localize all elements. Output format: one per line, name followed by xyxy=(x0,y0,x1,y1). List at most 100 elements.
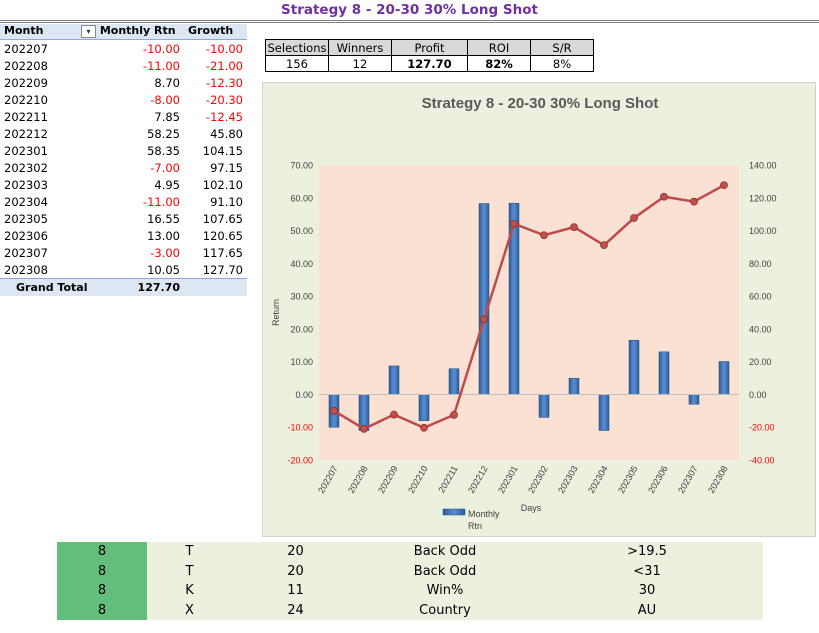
x-tick-label: 202304 xyxy=(586,464,610,495)
monthly-rtn-cell[interactable]: 7.85 xyxy=(154,109,180,124)
monthly-rtn-cell[interactable]: 13.00 xyxy=(147,228,180,243)
month-cell[interactable]: 202210 xyxy=(4,92,48,107)
month-cell[interactable]: 202305 xyxy=(4,211,48,226)
growth-cell[interactable]: 127.70 xyxy=(202,262,243,277)
growth-point xyxy=(630,214,638,222)
criterion-cell[interactable]: Back Odd xyxy=(359,542,531,562)
monthly-rtn-cell[interactable]: 10.05 xyxy=(147,262,180,277)
monthly-rtn-cell[interactable]: 58.25 xyxy=(147,126,180,141)
code-cell[interactable]: K xyxy=(147,581,232,601)
filter-dropdown-icon[interactable]: ▾ xyxy=(81,24,96,38)
growth-point xyxy=(390,410,398,419)
table-row: 202207 -10.00 -10.00 xyxy=(0,40,247,57)
y-tick-label: 40.00 xyxy=(290,259,313,269)
bar xyxy=(688,394,700,405)
criterion-cell[interactable]: Country xyxy=(359,600,531,620)
growth-cell[interactable]: 45.80 xyxy=(210,126,243,141)
growth-point xyxy=(420,423,428,432)
x-tick-label: 202208 xyxy=(346,464,370,495)
sr-header: S/R xyxy=(530,39,594,56)
month-cell[interactable]: 202301 xyxy=(4,143,48,158)
criterion-cell[interactable]: Back Odd xyxy=(359,561,531,581)
monthly-rtn-cell[interactable]: -3.00 xyxy=(150,245,180,260)
y2-tick-label: 100.00 xyxy=(749,226,777,236)
monthly-rtn-cell[interactable]: 58.35 xyxy=(147,143,180,158)
table-row: 202305 16.55 107.65 xyxy=(0,210,247,227)
strategy-id-cell[interactable]: 8 xyxy=(57,561,147,581)
param-cell[interactable]: 20 xyxy=(232,561,359,581)
monthly-rtn-cell[interactable]: 4.95 xyxy=(154,177,180,192)
threshold-cell[interactable]: >19.5 xyxy=(531,542,763,562)
rtn-column-header[interactable]: ▾ Monthly Rtn xyxy=(75,24,182,39)
legend-label: Rtn xyxy=(468,521,482,531)
bar xyxy=(628,339,640,395)
growth-cell[interactable]: 107.65 xyxy=(202,211,243,226)
table-row: 202304 -11.00 91.10 xyxy=(0,193,247,210)
threshold-cell[interactable]: AU xyxy=(531,600,763,620)
growth-line xyxy=(333,184,725,431)
bar xyxy=(718,361,730,395)
growth-point xyxy=(690,197,698,206)
month-cell[interactable]: 202306 xyxy=(4,228,48,243)
pivot-table: Month ▾ Monthly Rtn Growth 202207 -10.00 -… xyxy=(0,24,247,296)
month-cell[interactable]: 202207 xyxy=(4,41,48,56)
title-divider xyxy=(0,20,819,21)
month-cell[interactable]: 202302 xyxy=(4,160,48,175)
strategy-id-cell[interactable]: 8 xyxy=(57,600,147,620)
threshold-cell[interactable]: <31 xyxy=(531,561,763,581)
growth-cell[interactable]: -12.30 xyxy=(205,75,243,90)
y-tick-label: 70.00 xyxy=(290,161,313,171)
growth-point xyxy=(600,241,608,250)
chart-svg: Strategy 8 - 20-30 30% Long Shot 70.00 60.… xyxy=(271,95,777,531)
month-cell[interactable]: 202212 xyxy=(4,126,48,141)
table-row: 202308 10.05 127.70 xyxy=(0,261,247,278)
strategy-chart[interactable]: Strategy 8 - 20-30 30% Long Shot 70.00 60.… xyxy=(262,82,816,537)
month-cell[interactable]: 202208 xyxy=(4,58,48,73)
code-cell[interactable]: X xyxy=(147,600,232,620)
growth-column-header[interactable]: Growth xyxy=(188,24,234,37)
criterion-cell[interactable]: Win% xyxy=(359,581,531,601)
monthly-rtn-cell[interactable]: 16.55 xyxy=(147,211,180,226)
criteria-row: 8 K 11 Win% 30 xyxy=(57,581,763,601)
growth-cell[interactable]: 91.10 xyxy=(210,194,243,209)
month-column-header[interactable]: Month xyxy=(4,24,44,37)
monthly-rtn-cell[interactable]: -10.00 xyxy=(142,41,180,56)
growth-cell[interactable]: 117.65 xyxy=(202,245,243,260)
monthly-rtn-cell[interactable]: 8.70 xyxy=(154,75,180,90)
code-cell[interactable]: T xyxy=(147,561,232,581)
monthly-rtn-cell[interactable]: -7.00 xyxy=(150,160,180,175)
y-tick-label: 0.00 xyxy=(295,390,313,400)
month-cell[interactable]: 202211 xyxy=(4,109,48,124)
monthly-rtn-cell[interactable]: -8.00 xyxy=(150,92,180,107)
threshold-cell[interactable]: 30 xyxy=(531,581,763,601)
monthly-rtn-cell[interactable]: -11.00 xyxy=(142,194,180,209)
param-cell[interactable]: 11 xyxy=(232,581,359,601)
bar xyxy=(568,377,580,395)
growth-cell[interactable]: 97.15 xyxy=(210,160,243,175)
growth-cell[interactable]: 102.10 xyxy=(202,177,243,192)
month-cell[interactable]: 202308 xyxy=(4,262,48,277)
growth-cell[interactable]: -20.30 xyxy=(205,92,243,107)
param-cell[interactable]: 20 xyxy=(232,542,359,562)
month-cell[interactable]: 202304 xyxy=(4,194,48,209)
criteria-table: 8 T 20 Back Odd >19.5 8 T 20 Back Odd <31 8 K 11 Win%… xyxy=(57,542,763,620)
x-tick-label: 202302 xyxy=(526,464,550,495)
month-cell[interactable]: 202307 xyxy=(4,245,48,260)
month-cell[interactable]: 202209 xyxy=(4,75,48,90)
growth-cell[interactable]: -10.00 xyxy=(205,41,243,56)
growth-cell[interactable]: 120.65 xyxy=(202,228,243,243)
table-row: 202306 13.00 120.65 xyxy=(0,227,247,244)
monthly-rtn-cell[interactable]: -11.00 xyxy=(142,58,180,73)
table-row: 202301 58.35 104.15 xyxy=(0,142,247,159)
strategy-id-cell[interactable]: 8 xyxy=(57,581,147,601)
x-tick-label: 202306 xyxy=(646,464,670,495)
month-cell[interactable]: 202303 xyxy=(4,177,48,192)
y-tick-label: 50.00 xyxy=(290,226,313,236)
strategy-id-cell[interactable]: 8 xyxy=(57,542,147,562)
growth-cell[interactable]: 104.15 xyxy=(202,143,243,158)
code-cell[interactable]: T xyxy=(147,542,232,562)
growth-cell[interactable]: -12.45 xyxy=(205,109,243,124)
growth-cell[interactable]: -21.00 xyxy=(205,58,243,73)
criteria-row: 8 X 24 Country AU xyxy=(57,600,763,620)
param-cell[interactable]: 24 xyxy=(232,600,359,620)
